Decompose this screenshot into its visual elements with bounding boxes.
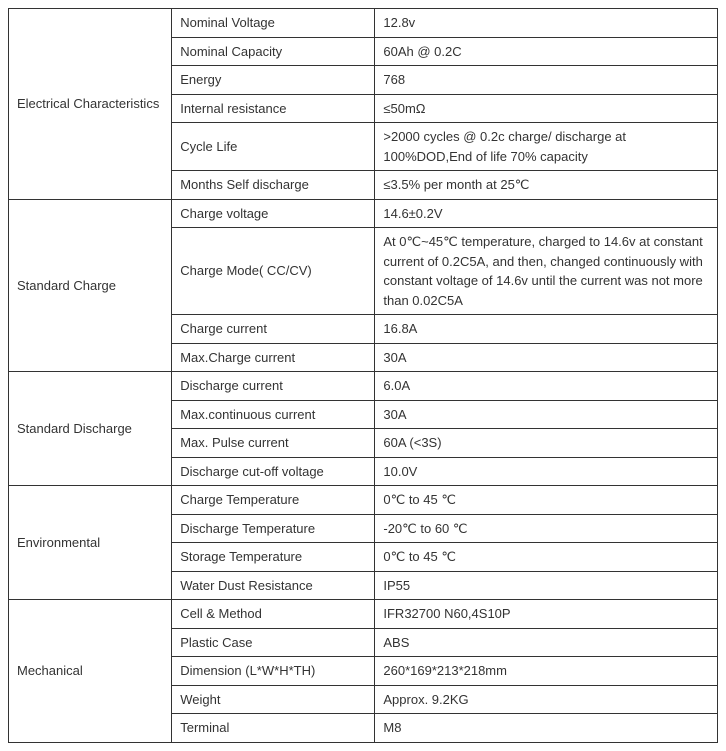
param-cell: Max. Pulse current (172, 429, 375, 458)
param-cell: Storage Temperature (172, 543, 375, 572)
param-cell: Charge Temperature (172, 486, 375, 515)
category-cell: Electrical Characteristics (9, 9, 172, 200)
param-cell: Water Dust Resistance (172, 571, 375, 600)
value-cell: IFR32700 N60,4S10P (375, 600, 718, 629)
value-cell: 30A (375, 343, 718, 372)
value-cell: M8 (375, 714, 718, 743)
param-cell: Discharge cut-off voltage (172, 457, 375, 486)
value-cell: 12.8v (375, 9, 718, 38)
param-cell: Discharge Temperature (172, 514, 375, 543)
table-row: MechanicalCell & MethodIFR32700 N60,4S10… (9, 600, 718, 629)
param-cell: Charge current (172, 315, 375, 344)
param-cell: Nominal Voltage (172, 9, 375, 38)
param-cell: Internal resistance (172, 94, 375, 123)
value-cell: 6.0A (375, 372, 718, 401)
param-cell: Weight (172, 685, 375, 714)
param-cell: Terminal (172, 714, 375, 743)
param-cell: Max.continuous current (172, 400, 375, 429)
value-cell: 30A (375, 400, 718, 429)
table-row: Standard DischargeDischarge current6.0A (9, 372, 718, 401)
value-cell: 260*169*213*218mm (375, 657, 718, 686)
table-row: EnvironmentalCharge Temperature0℃ to 45 … (9, 486, 718, 515)
value-cell: ≤3.5% per month at 25℃ (375, 171, 718, 200)
param-cell: Discharge current (172, 372, 375, 401)
value-cell: -20℃ to 60 ℃ (375, 514, 718, 543)
param-cell: Plastic Case (172, 628, 375, 657)
value-cell: 60A (<3S) (375, 429, 718, 458)
table-row: Electrical CharacteristicsNominal Voltag… (9, 9, 718, 38)
value-cell: 14.6±0.2V (375, 199, 718, 228)
category-cell: Environmental (9, 486, 172, 600)
value-cell: 16.8A (375, 315, 718, 344)
value-cell: >2000 cycles @ 0.2c charge/ discharge at… (375, 123, 718, 171)
value-cell: ≤50mΩ (375, 94, 718, 123)
param-cell: Max.Charge current (172, 343, 375, 372)
param-cell: Charge voltage (172, 199, 375, 228)
table-row: Standard ChargeCharge voltage14.6±0.2V (9, 199, 718, 228)
value-cell: IP55 (375, 571, 718, 600)
value-cell: ABS (375, 628, 718, 657)
param-cell: Months Self discharge (172, 171, 375, 200)
param-cell: Energy (172, 66, 375, 95)
param-cell: Cycle Life (172, 123, 375, 171)
value-cell: At 0℃~45℃ temperature, charged to 14.6v … (375, 228, 718, 315)
spec-table: Electrical CharacteristicsNominal Voltag… (8, 8, 718, 743)
value-cell: 60Ah @ 0.2C (375, 37, 718, 66)
value-cell: 10.0V (375, 457, 718, 486)
param-cell: Nominal Capacity (172, 37, 375, 66)
value-cell: 768 (375, 66, 718, 95)
category-cell: Mechanical (9, 600, 172, 743)
value-cell: 0℃ to 45 ℃ (375, 486, 718, 515)
value-cell: Approx. 9.2KG (375, 685, 718, 714)
param-cell: Charge Mode( CC/CV) (172, 228, 375, 315)
category-cell: Standard Discharge (9, 372, 172, 486)
value-cell: 0℃ to 45 ℃ (375, 543, 718, 572)
param-cell: Cell & Method (172, 600, 375, 629)
category-cell: Standard Charge (9, 199, 172, 372)
param-cell: Dimension (L*W*H*TH) (172, 657, 375, 686)
